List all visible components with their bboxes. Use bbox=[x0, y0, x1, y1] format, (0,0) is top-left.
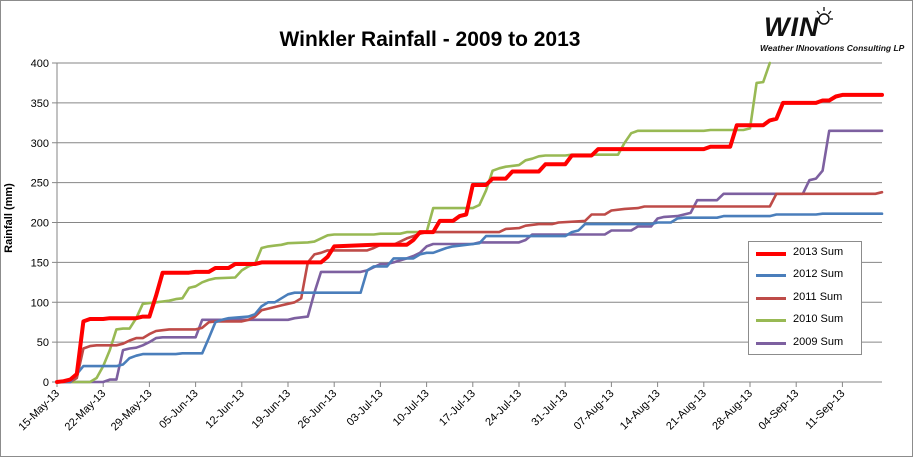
x-tick-label: 04-Sep-13 bbox=[757, 388, 802, 433]
legend-swatch bbox=[756, 296, 786, 300]
legend-swatch bbox=[756, 341, 786, 345]
x-tick-label: 05-Jun-13 bbox=[157, 388, 201, 432]
y-tick-label: 350 bbox=[31, 98, 49, 110]
legend-label: 2011 Sum bbox=[793, 290, 843, 303]
x-tick-label: 29-May-13 bbox=[109, 388, 155, 434]
legend-item: 2010 Sum bbox=[749, 309, 861, 331]
x-tick-label: 19-Jun-13 bbox=[250, 388, 294, 432]
legend-label: 2009 Sum bbox=[793, 335, 844, 348]
x-tick-label: 10-Jul-13 bbox=[391, 388, 432, 429]
x-tick-label: 31-Jul-13 bbox=[529, 388, 570, 429]
y-tick-label: 150 bbox=[31, 257, 49, 269]
x-tick-label: 12-Jun-13 bbox=[203, 388, 247, 432]
legend-item: 2013 Sum bbox=[749, 242, 861, 264]
x-tick-label: 28-Aug-13 bbox=[710, 388, 755, 433]
x-tick-label: 15-May-13 bbox=[16, 388, 62, 434]
chart-title: Winkler Rainfall - 2009 to 2013 bbox=[279, 28, 581, 51]
series-line-2009-sum bbox=[55, 129, 884, 384]
logo-subtitle: Weather INnovations Consulting LP bbox=[760, 43, 905, 53]
x-tick-label: 07-Aug-13 bbox=[572, 388, 617, 433]
legend-item: 2011 Sum bbox=[749, 287, 861, 309]
x-tick-label: 26-Jun-13 bbox=[296, 388, 340, 432]
legend-label: 2012 Sum bbox=[793, 268, 844, 281]
legend-label: 2010 Sum bbox=[793, 313, 844, 326]
legend-swatch bbox=[756, 252, 786, 256]
sun-icon bbox=[816, 7, 833, 25]
y-tick-label: 400 bbox=[31, 58, 49, 70]
logo-word: WIN bbox=[764, 12, 820, 42]
legend-label: 2013 Sum bbox=[793, 246, 844, 258]
series-line-2012-sum bbox=[55, 212, 884, 384]
legend-item: 2009 Sum bbox=[749, 332, 861, 354]
x-tick-label: 24-Jul-13 bbox=[483, 388, 524, 429]
x-tick-label: 17-Jul-13 bbox=[437, 388, 478, 429]
x-tick-label: 22-May-13 bbox=[63, 388, 109, 434]
y-tick-label: 250 bbox=[31, 178, 49, 190]
y-tick-label: 100 bbox=[31, 297, 49, 309]
legend: 2013 Sum 2012 Sum 2011 Sum 2010 Sum 2009 Sum bbox=[748, 241, 862, 355]
legend-swatch bbox=[756, 319, 786, 323]
y-tick-label: 200 bbox=[31, 218, 49, 230]
x-tick-label: 21-Aug-13 bbox=[664, 388, 709, 433]
y-tick-label: 0 bbox=[43, 377, 49, 389]
legend-swatch bbox=[756, 274, 786, 278]
x-tick-label: 11-Sep-13 bbox=[803, 388, 847, 432]
x-tick-label: 03-Jul-13 bbox=[345, 388, 386, 429]
y-tick-label: 300 bbox=[31, 138, 49, 150]
y-axis-label: Rainfall (mm) bbox=[3, 183, 15, 253]
x-tick-label: 14-Aug-13 bbox=[618, 388, 663, 433]
series-line-2013-sum bbox=[55, 92, 884, 384]
logo: WIN Weather INnovations Consulting LP bbox=[760, 6, 904, 54]
y-tick-label: 50 bbox=[37, 337, 49, 349]
legend-item: 2012 Sum bbox=[749, 264, 861, 286]
